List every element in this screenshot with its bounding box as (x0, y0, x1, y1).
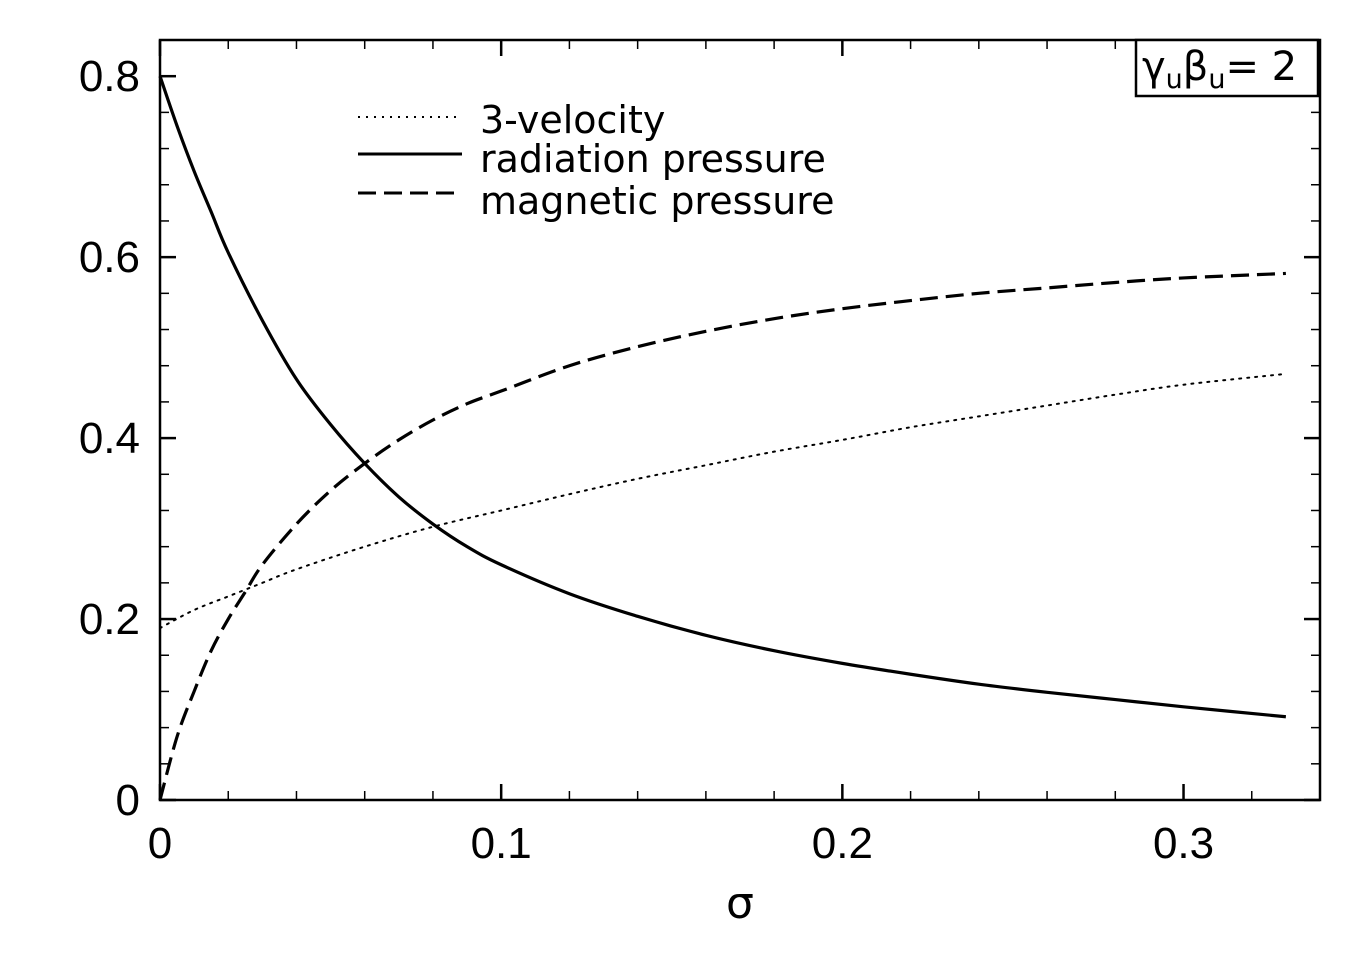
legend-label-radiation-pressure: radiation pressure (480, 137, 826, 181)
legend: 3-velocity radiation pressure magnetic p… (358, 98, 834, 223)
series-line-magnetic-pressure (158, 271, 1286, 801)
annotation-value: = 2 (1225, 44, 1297, 90)
y-tick-label: 0.4 (79, 414, 140, 463)
x-tick-label: 0.1 (471, 819, 532, 868)
series-line-3-velocity (159, 372, 1287, 630)
y-tick-labels: 0 0.2 0.4 0.6 0.8 (79, 52, 140, 825)
y-tick-label: 0.8 (79, 52, 140, 101)
series-lines (158, 75, 1287, 801)
annotation-sub-u-1: u (1166, 64, 1183, 95)
x-tick-label: 0.3 (1153, 819, 1214, 868)
annotation-text: γuβu= 2 (1142, 44, 1297, 95)
y-tick-label: 0.6 (79, 233, 140, 282)
plot-frame (158, 38, 1322, 802)
annotation-beta: β (1183, 44, 1209, 90)
x-tick-labels: 0 0.1 0.2 0.3 (148, 819, 1214, 868)
annotation-sub-u-2: u (1208, 64, 1225, 95)
legend-label-magnetic-pressure: magnetic pressure (480, 179, 834, 223)
x-tick-label: 0 (148, 819, 172, 868)
y-tick-label: 0.2 (79, 595, 140, 644)
annotation-gamma: γ (1142, 44, 1166, 90)
y-tick-label: 0 (116, 776, 140, 825)
series-line-radiation-pressure (158, 75, 1287, 719)
annotation-frame (1134, 38, 1320, 98)
annotation-box: γuβu= 2 (1134, 38, 1320, 98)
x-tick-label: 0.2 (812, 819, 873, 868)
x-axis-title: σ (726, 878, 754, 929)
legend-label-3-velocity: 3-velocity (480, 98, 665, 142)
